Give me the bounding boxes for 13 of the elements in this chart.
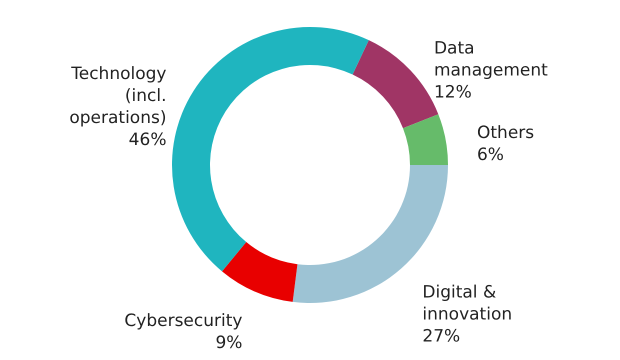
- data-label: 46%: [128, 130, 166, 150]
- slice-label: Digital & innovation: [422, 282, 512, 325]
- slice-label: Data management: [434, 38, 548, 81]
- data-label: 27%: [422, 326, 460, 347]
- data-label: 9%: [215, 333, 242, 354]
- donut-slice: [222, 242, 298, 302]
- data-label: 6%: [476, 145, 504, 166]
- slice-label: Cybersecurity: [124, 311, 242, 332]
- slice-label: Others: [476, 123, 534, 144]
- donut-slice: [402, 114, 448, 166]
- donut-slice: [172, 27, 369, 272]
- data-label: 12%: [434, 82, 472, 103]
- slice-label: Technology (incl. operations): [69, 64, 166, 128]
